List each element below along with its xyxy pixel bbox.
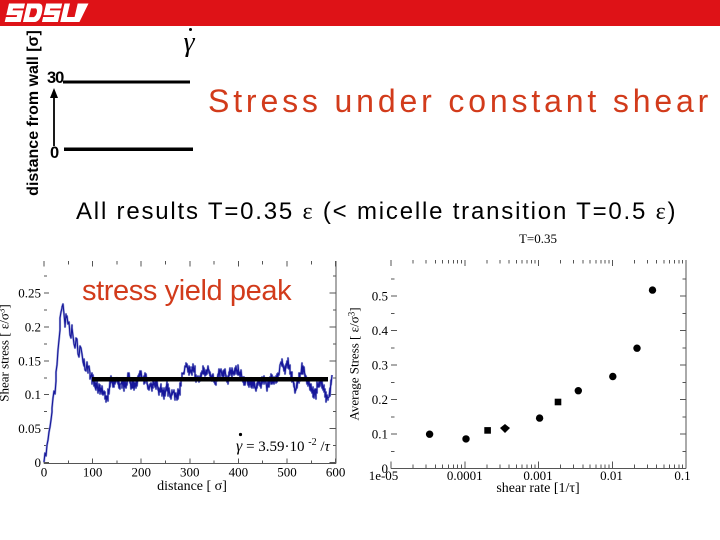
svg-text:0.3: 0.3 [372,358,388,373]
svg-text:500: 500 [277,465,297,480]
svg-text:0.001: 0.001 [523,468,552,483]
svg-text:0: 0 [35,455,42,470]
svg-text:γ = 3.59·10 -2 /τ: γ = 3.59·10 -2 /τ [236,437,331,455]
svg-text:0.15: 0.15 [18,353,41,368]
svg-text:100: 100 [83,465,103,480]
svg-text:600: 600 [326,465,346,480]
svg-text:T=0.35: T=0.35 [519,231,557,246]
svg-text:0.2: 0.2 [372,392,388,407]
svg-text:Average Stress [ ε/σ3]: Average Stress [ ε/σ3] [347,307,362,420]
svg-text:0.2: 0.2 [25,319,41,334]
svg-text:200: 200 [131,465,151,480]
svg-text:distance [ σ]: distance [ σ] [157,479,227,494]
svg-text:shear rate [1/τ]: shear rate [1/τ] [496,481,579,496]
svg-text:0.1: 0.1 [372,427,388,442]
svg-text:Shear stress [ ε/σ3]: Shear stress [ ε/σ3] [0,304,12,402]
svg-text:0: 0 [41,465,48,480]
svg-text:0.1: 0.1 [674,468,690,483]
svg-text:0.5: 0.5 [372,289,388,304]
svg-text:1e-05: 1e-05 [369,468,399,483]
svg-text:0.05: 0.05 [18,421,41,436]
svg-text:0.0001: 0.0001 [447,468,483,483]
svg-text:0.01: 0.01 [600,468,623,483]
svg-text:400: 400 [229,465,249,480]
svg-text:0: 0 [382,461,389,476]
svg-text:0.4: 0.4 [372,323,389,338]
svg-text:0.1: 0.1 [25,387,41,402]
svg-text:0.25: 0.25 [18,286,41,301]
svg-text:300: 300 [180,465,200,480]
